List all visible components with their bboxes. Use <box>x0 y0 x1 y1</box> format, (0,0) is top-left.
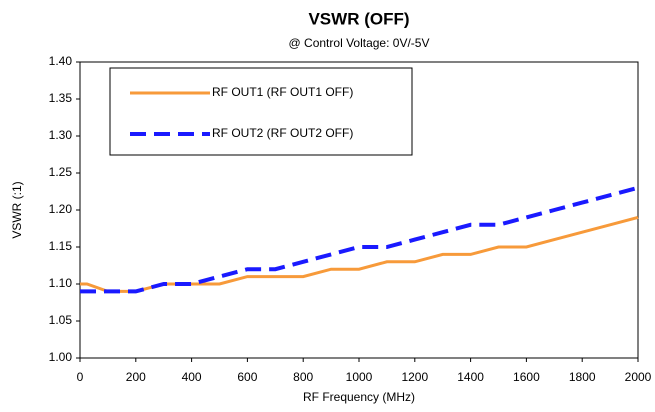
x-tick-label: 1400 <box>457 370 484 384</box>
chart-title: VSWR (OFF) <box>308 9 409 28</box>
x-tick-label: 200 <box>126 370 146 384</box>
y-tick-label: 1.15 <box>49 239 73 253</box>
x-tick-label: 1000 <box>346 370 373 384</box>
x-tick-label: 1600 <box>513 370 540 384</box>
y-tick-label: 1.25 <box>49 165 73 179</box>
x-tick-label: 1800 <box>569 370 596 384</box>
legend-label: RF OUT2 (RF OUT2 OFF) <box>212 126 353 140</box>
series-line <box>80 215 639 293</box>
y-tick-label: 1.00 <box>49 350 73 364</box>
y-tick-label: 1.35 <box>49 91 73 105</box>
y-tick-label: 1.10 <box>49 276 73 290</box>
x-tick-label: 800 <box>293 370 313 384</box>
y-tick-label: 1.40 <box>49 54 73 68</box>
x-tick-label: 400 <box>182 370 202 384</box>
x-tick-label: 2000 <box>625 370 652 384</box>
chart-subtitle: @ Control Voltage: 0V/-5V <box>289 36 430 50</box>
x-tick-label: 1200 <box>401 370 428 384</box>
y-tick-label: 1.05 <box>49 313 73 327</box>
x-tick-label: 0 <box>77 370 84 384</box>
legend-label: RF OUT1 (RF OUT1 OFF) <box>212 85 353 99</box>
legend-box <box>109 67 413 156</box>
y-tick-label: 1.30 <box>49 128 73 142</box>
y-axis-label: VSWR (:1) <box>10 181 24 238</box>
y-tick-label: 1.20 <box>49 202 73 216</box>
x-tick-label: 600 <box>237 370 257 384</box>
series-line <box>80 185 639 294</box>
x-axis-label: RF Frequency (MHz) <box>303 390 415 404</box>
